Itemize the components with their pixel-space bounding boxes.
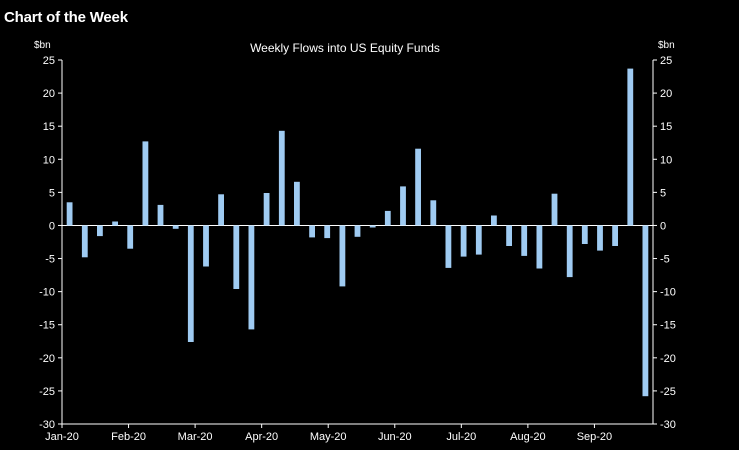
x-tick-label: Jan-20 xyxy=(45,431,79,443)
bar xyxy=(581,225,588,244)
bar xyxy=(612,225,618,246)
bar xyxy=(551,193,558,226)
y-tick-label-left: -20 xyxy=(39,353,55,365)
y-tick-label-right: -15 xyxy=(660,320,676,332)
y-tick-label-right: -30 xyxy=(660,419,676,431)
y-tick-label-left: 20 xyxy=(43,88,55,100)
y-tick-label-right: 25 xyxy=(660,55,672,67)
bar xyxy=(263,193,270,226)
y-tick-label-left: 0 xyxy=(49,220,55,232)
y-tick-label-right: -25 xyxy=(660,386,676,398)
bar xyxy=(309,225,315,238)
x-tick-label: Apr-20 xyxy=(245,431,278,443)
y-tick-label-left: 25 xyxy=(43,55,55,67)
y-tick-label-left: 10 xyxy=(43,154,55,166)
bar xyxy=(203,225,209,267)
bar xyxy=(521,225,528,256)
x-tick-label: Sep-20 xyxy=(577,431,612,443)
bar xyxy=(339,225,346,287)
y-axis-unit-left: $bn xyxy=(34,40,51,51)
y-tick-label-right: 15 xyxy=(660,121,672,133)
bar xyxy=(157,204,164,226)
bar xyxy=(445,225,452,268)
y-tick-label-right: 5 xyxy=(660,187,666,199)
y-tick-label-left: 15 xyxy=(43,121,55,133)
bar xyxy=(248,225,255,330)
plot-area: 25 25 20 20 15 15 10 10 5 5 0 0 -5 -5 -10 -10 -15 -15 -20 -… xyxy=(39,55,676,443)
bar xyxy=(384,210,391,226)
bar xyxy=(278,130,285,226)
bar xyxy=(97,225,103,237)
y-axis-unit-right: $bn xyxy=(658,40,675,51)
y-tick-label-right: 0 xyxy=(660,220,666,232)
y-tick-label-right: -10 xyxy=(660,287,676,299)
x-tick-label: Feb-20 xyxy=(111,431,146,443)
bar xyxy=(127,225,134,249)
x-tick-label: Mar-20 xyxy=(178,431,213,443)
bar xyxy=(112,221,118,226)
y-tick-label-right: -20 xyxy=(660,353,676,365)
y-tick-label-left: -30 xyxy=(39,419,55,431)
bar xyxy=(218,194,224,226)
bar xyxy=(627,68,634,226)
bar xyxy=(233,225,240,289)
bar xyxy=(324,225,331,239)
y-tick-label-right: 20 xyxy=(660,88,672,100)
y-tick-label-right: -5 xyxy=(660,254,670,266)
x-tick-label: Jul-20 xyxy=(446,431,476,443)
bar xyxy=(142,141,149,226)
y-tick-label-left: -25 xyxy=(39,386,55,398)
x-tick-label: May-20 xyxy=(310,431,347,443)
bar xyxy=(475,225,482,255)
bar xyxy=(415,148,421,226)
y-tick-label-left: 5 xyxy=(49,187,55,199)
bar xyxy=(597,225,603,251)
y-tick-label-left: -5 xyxy=(45,254,55,266)
chart-of-the-week-title: Chart of the Week xyxy=(4,9,128,26)
bar xyxy=(566,225,573,278)
bar xyxy=(354,225,361,237)
bar xyxy=(536,225,543,269)
bar xyxy=(506,225,512,246)
bar xyxy=(400,186,406,226)
y-tick-label-right: 10 xyxy=(660,154,672,166)
bar xyxy=(187,225,194,342)
y-tick-label-left: -10 xyxy=(39,287,55,299)
bar xyxy=(369,225,376,228)
bar xyxy=(460,225,467,257)
x-tick-label: Jun-20 xyxy=(378,431,412,443)
bar xyxy=(81,225,88,258)
bar xyxy=(642,225,649,397)
chart-title: Weekly Flows into US Equity Funds xyxy=(250,41,440,55)
bar xyxy=(66,202,73,226)
x-tick-label: Aug-20 xyxy=(510,431,545,443)
bar xyxy=(172,225,179,229)
bar xyxy=(491,215,497,226)
bar xyxy=(430,200,437,226)
bar xyxy=(294,181,300,226)
y-tick-label-left: -15 xyxy=(39,320,55,332)
